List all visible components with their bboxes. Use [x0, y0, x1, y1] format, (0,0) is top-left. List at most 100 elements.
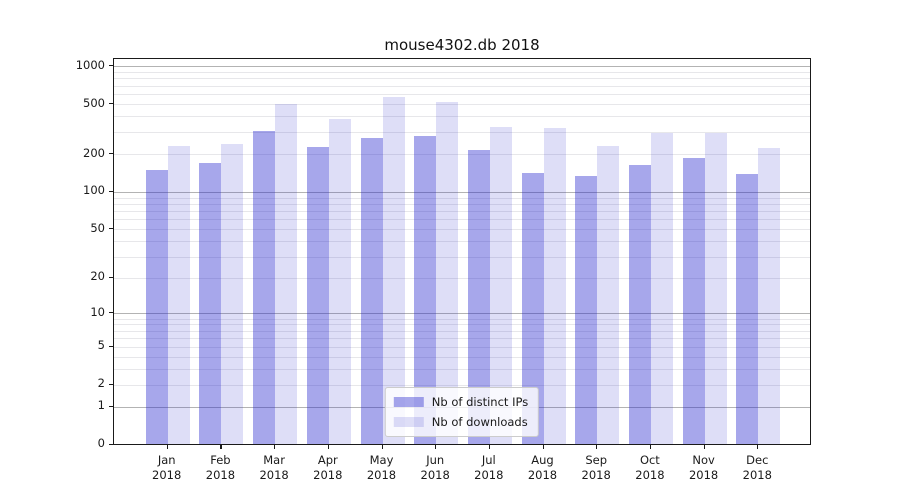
x-tick-mark	[542, 445, 544, 449]
legend-entry-downloads: Nb of downloads	[393, 415, 528, 429]
x-tick-mark	[649, 445, 652, 449]
bar-jan-downloads	[167, 145, 190, 444]
legend-entry-distinct-ips: Nb of distinct IPs	[393, 395, 529, 409]
x-tick-mark	[274, 445, 276, 449]
y-tick-label: 50	[90, 220, 105, 235]
y-tick-mark	[109, 443, 113, 445]
minor-gridline	[114, 203, 810, 205]
y-tick-label: 2	[97, 376, 105, 390]
minor-gridline	[114, 154, 810, 155]
x-tick-label: Jul 2018	[474, 453, 504, 482]
minor-gridline	[114, 256, 810, 258]
minor-gridline	[114, 78, 810, 80]
bar-jan-distinct-ips	[145, 170, 168, 444]
minor-gridline	[114, 229, 810, 231]
minor-gridline	[114, 338, 810, 339]
x-tick-label: Nov 2018	[688, 453, 719, 482]
x-tick-label: Jun 2018	[420, 453, 450, 482]
y-tick-label: 10	[90, 304, 105, 319]
x-tick-label: Dec 2018	[742, 453, 772, 482]
x-tick-mark	[381, 445, 383, 449]
legend-swatch-downloads	[393, 417, 424, 427]
y-tick-label: 0	[97, 436, 105, 451]
minor-gridline	[114, 384, 810, 386]
bar-aug-downloads	[543, 127, 566, 444]
chart-title: mouse4302.db 2018	[384, 36, 540, 54]
bar-jul-downloads	[489, 126, 512, 444]
y-tick-mark	[109, 276, 113, 278]
bar-mar-downloads	[275, 104, 298, 444]
minor-gridline	[114, 318, 810, 320]
bar-sep-downloads	[597, 145, 620, 444]
y-tick-mark	[109, 345, 113, 347]
major-gridline	[114, 191, 810, 193]
bar-apr-distinct-ips	[306, 147, 329, 444]
minor-gridline	[114, 346, 810, 348]
minor-gridline	[114, 116, 810, 118]
y-tick-label: 200	[83, 145, 105, 160]
bar-dec-distinct-ips	[736, 173, 759, 444]
minor-gridline	[114, 219, 810, 221]
y-tick-mark	[109, 190, 113, 192]
minor-gridline	[114, 104, 810, 105]
y-tick-label: 20	[90, 269, 105, 284]
x-tick-mark	[220, 445, 222, 449]
minor-gridline	[114, 356, 810, 358]
bar-may-downloads	[382, 96, 405, 444]
bar-jun-downloads	[436, 102, 459, 444]
y-tick-label: 1000	[75, 57, 105, 72]
y-tick-mark	[109, 383, 113, 385]
x-tick-label: Sep 2018	[581, 453, 611, 482]
y-tick-mark	[109, 103, 113, 105]
x-tick-label: Apr 2018	[313, 453, 343, 482]
y-tick-mark	[109, 228, 113, 230]
legend: Nb of distinct IPs Nb of downloads	[384, 387, 540, 437]
x-tick-mark	[327, 445, 329, 449]
x-tick-label: May 2018	[366, 453, 397, 482]
bar-apr-downloads	[328, 119, 351, 444]
minor-gridline	[114, 277, 810, 279]
minor-gridline	[114, 197, 810, 199]
minor-gridline	[114, 131, 810, 133]
minor-gridline	[114, 330, 810, 332]
bar-nov-distinct-ips	[682, 157, 705, 444]
bar-may-distinct-ips	[360, 137, 383, 444]
x-tick-label: Mar 2018	[259, 453, 289, 482]
minor-gridline	[114, 85, 810, 87]
minor-gridline	[114, 71, 810, 73]
y-tick-label: 1	[97, 398, 105, 413]
bar-jul-distinct-ips	[467, 149, 490, 444]
y-tick-label: 5	[97, 338, 105, 352]
legend-label-downloads: Nb of downloads	[431, 415, 528, 429]
bar-oct-downloads	[650, 132, 673, 444]
minor-gridline	[114, 324, 810, 326]
bar-mar-distinct-ips	[253, 130, 276, 444]
legend-swatch-distinct-ips	[393, 397, 424, 407]
bar-oct-distinct-ips	[628, 165, 651, 444]
y-tick-label: 100	[83, 183, 105, 198]
minor-gridline	[114, 368, 810, 370]
x-tick-label: Aug 2018	[527, 453, 558, 482]
bar-aug-distinct-ips	[521, 173, 544, 444]
x-tick-mark	[166, 445, 168, 449]
minor-gridline	[114, 94, 810, 95]
minor-gridline	[114, 241, 810, 243]
x-tick-mark	[757, 445, 759, 449]
legend-label-distinct-ips: Nb of distinct IPs	[431, 395, 529, 409]
x-tick-mark	[703, 445, 705, 449]
major-gridline	[114, 313, 810, 315]
bar-sep-distinct-ips	[575, 176, 598, 444]
x-tick-mark	[435, 445, 437, 449]
bar-jun-distinct-ips	[414, 135, 437, 444]
bar-nov-downloads	[704, 132, 727, 444]
x-tick-label: Oct 2018	[635, 453, 665, 482]
major-gridline	[114, 66, 810, 67]
y-tick-mark	[109, 65, 113, 67]
bar-feb-downloads	[221, 144, 244, 444]
x-tick-label: Feb 2018	[205, 453, 236, 482]
x-tick-mark	[596, 445, 598, 449]
y-tick-mark	[109, 312, 113, 314]
y-tick-label: 500	[83, 95, 105, 110]
bar-feb-distinct-ips	[199, 162, 222, 444]
